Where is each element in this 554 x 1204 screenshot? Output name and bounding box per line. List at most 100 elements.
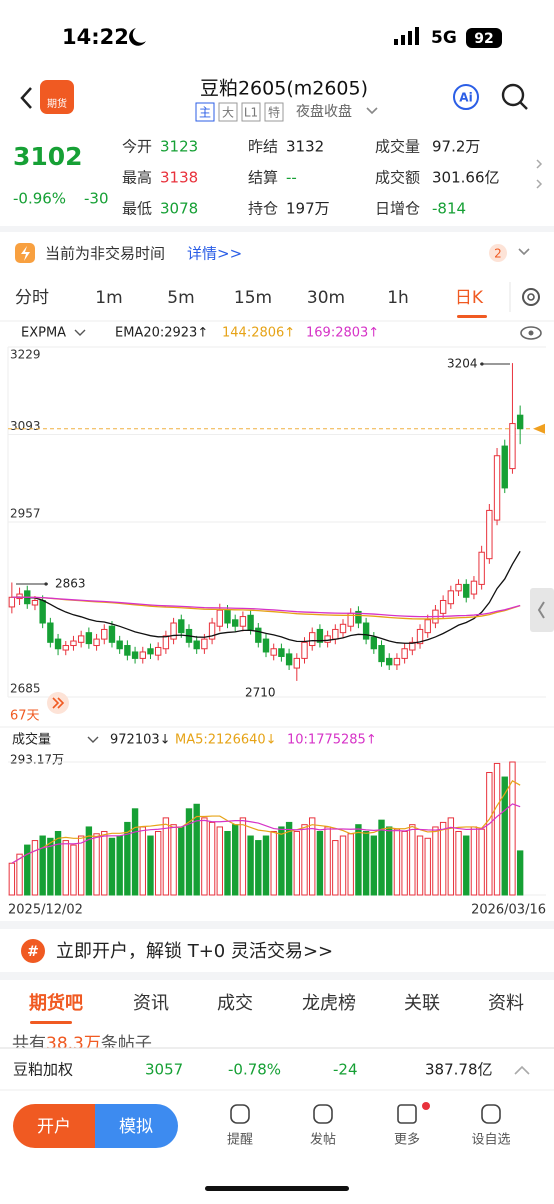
stat-value: 3132 bbox=[286, 138, 324, 156]
volume-bar bbox=[409, 824, 416, 896]
tab-underline bbox=[30, 1021, 72, 1024]
tag-box bbox=[195, 102, 215, 122]
ai-icon[interactable] bbox=[453, 84, 479, 110]
nav-label[interactable]: 提醒 bbox=[227, 1132, 253, 1148]
settings[interactable] bbox=[522, 288, 540, 306]
volume-bar bbox=[439, 821, 447, 896]
volume-bar bbox=[85, 826, 93, 896]
volume-bar bbox=[470, 826, 478, 896]
nav-label[interactable]: 设自选 bbox=[471, 1133, 510, 1148]
expand[interactable] bbox=[536, 159, 543, 189]
candle-body bbox=[386, 657, 393, 666]
volume-bar bbox=[432, 826, 439, 896]
stat-label: 最高 bbox=[122, 169, 152, 187]
candle-body bbox=[278, 648, 285, 657]
period[interactable]: 分时 bbox=[15, 288, 49, 308]
volume-bar bbox=[31, 840, 39, 896]
end-date: 2026/03/16 bbox=[471, 903, 546, 918]
tab[interactable]: 龙虎榜 bbox=[302, 993, 356, 1014]
logo bbox=[40, 80, 74, 114]
volume-bar bbox=[424, 837, 431, 896]
candle-body bbox=[309, 632, 316, 647]
candle-body bbox=[216, 609, 223, 627]
period[interactable]: 15m bbox=[234, 288, 272, 308]
candle-body bbox=[16, 593, 23, 600]
y-tick-label: 2957 bbox=[10, 507, 41, 521]
volume-bar bbox=[509, 761, 516, 896]
tab[interactable]: 期货吧 bbox=[29, 992, 83, 1014]
candle-body bbox=[201, 638, 208, 650]
volume-bar bbox=[101, 830, 108, 896]
banner[interactable]: 立即开户，解锁 T+0 灵活交易>> bbox=[56, 941, 333, 962]
stat-value: 97.2万 bbox=[432, 138, 480, 156]
candle-body bbox=[447, 590, 455, 605]
kline: 3229 3093 2957 2685 bbox=[7, 346, 546, 698]
dropdown[interactable] bbox=[366, 107, 378, 115]
candle-body bbox=[208, 622, 216, 640]
notice: 当前为非交易时间 bbox=[45, 245, 165, 263]
candle-body bbox=[393, 657, 401, 666]
period[interactable]: 30m bbox=[307, 288, 345, 308]
ticker-price: 3057 bbox=[145, 1061, 183, 1079]
candle-body bbox=[147, 648, 154, 655]
stat-value: 3123 bbox=[160, 138, 198, 156]
volume-bar bbox=[8, 862, 16, 896]
ema-line bbox=[11, 550, 521, 644]
volume-bar bbox=[224, 830, 231, 896]
candle-body bbox=[93, 638, 100, 647]
period[interactable]: 1m bbox=[95, 288, 122, 308]
change: -30 bbox=[84, 190, 109, 208]
eye[interactable] bbox=[520, 326, 542, 340]
open-label: 开户 bbox=[37, 1117, 71, 1137]
volume-bar bbox=[270, 830, 277, 896]
volume-bar bbox=[339, 835, 347, 896]
start-date: 2025/12/02 bbox=[8, 903, 83, 918]
candle-body bbox=[47, 622, 54, 643]
left-annotation: 2863 bbox=[55, 577, 86, 591]
tab[interactable]: 资讯 bbox=[133, 993, 169, 1014]
volume-bar bbox=[386, 826, 393, 896]
badge bbox=[489, 244, 507, 262]
candle-body bbox=[193, 640, 200, 650]
candle-body bbox=[324, 635, 331, 643]
candle-body bbox=[424, 619, 431, 634]
tag: 特 bbox=[268, 105, 280, 120]
indicator-name[interactable]: EXPMA bbox=[21, 326, 66, 341]
volume-bar bbox=[247, 835, 254, 896]
search[interactable] bbox=[501, 83, 525, 107]
volume-bar bbox=[208, 821, 216, 896]
nav-label[interactable]: 更多 bbox=[394, 1132, 420, 1148]
volume-bar bbox=[301, 824, 308, 896]
period[interactable]: 1h bbox=[387, 288, 409, 308]
volume-bar bbox=[262, 835, 270, 896]
period[interactable]: 5m bbox=[167, 288, 194, 308]
back[interactable] bbox=[20, 87, 32, 109]
open-button[interactable] bbox=[13, 1104, 95, 1148]
sim-label: 模拟 bbox=[119, 1117, 153, 1137]
y-tick-label: 3229 bbox=[10, 348, 41, 362]
side-handle[interactable] bbox=[530, 588, 554, 632]
days: 67天 bbox=[10, 709, 40, 724]
stat-label: 今开 bbox=[122, 138, 152, 156]
volume-bar bbox=[39, 835, 46, 896]
nav-icon bbox=[481, 1104, 501, 1124]
volume-bar bbox=[93, 833, 100, 896]
nav: 提醒 发帖 更多 设自选 bbox=[227, 1104, 511, 1148]
candle-body bbox=[439, 599, 447, 614]
tab[interactable]: 关联 bbox=[404, 993, 440, 1014]
tab[interactable]: 成交 bbox=[217, 993, 253, 1014]
volume-bar bbox=[455, 830, 462, 896]
period-underline bbox=[457, 315, 487, 318]
volume-bar bbox=[401, 830, 408, 896]
volume-bar bbox=[154, 830, 162, 896]
candle-body bbox=[509, 423, 516, 470]
notice-link[interactable]: 详情>> bbox=[187, 245, 242, 263]
nav-label[interactable]: 发帖 bbox=[310, 1132, 336, 1148]
volume-bar bbox=[162, 817, 170, 896]
candle-body bbox=[470, 580, 478, 595]
tab[interactable]: 资料 bbox=[488, 993, 524, 1014]
period[interactable]: 日K bbox=[455, 288, 484, 308]
sim-button[interactable] bbox=[95, 1104, 178, 1148]
volume-name[interactable]: 成交量 bbox=[12, 732, 51, 748]
